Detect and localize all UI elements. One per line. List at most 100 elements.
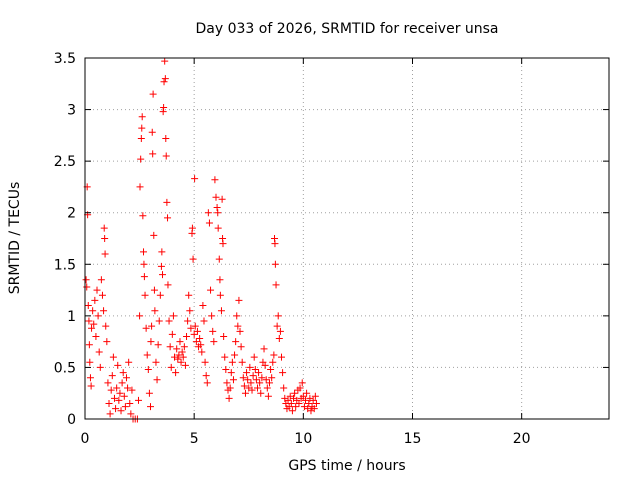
data-point xyxy=(237,343,245,351)
data-point xyxy=(212,193,220,201)
data-point xyxy=(292,403,300,411)
data-point xyxy=(137,134,145,142)
data-point xyxy=(296,384,304,392)
data-point xyxy=(279,369,287,377)
data-point xyxy=(180,343,188,351)
data-point xyxy=(185,291,193,299)
data-point xyxy=(153,376,161,384)
chart-title: Day 033 of 2026, SRMTID for receiver uns… xyxy=(195,21,498,37)
data-point xyxy=(303,389,311,397)
data-point xyxy=(150,286,158,294)
data-point xyxy=(161,75,169,83)
data-point xyxy=(190,330,198,338)
y-tick-label: 0.5 xyxy=(54,360,76,376)
data-point xyxy=(100,307,108,315)
data-point xyxy=(264,392,272,400)
data-point xyxy=(105,400,113,408)
data-point xyxy=(193,327,201,335)
data-point xyxy=(149,90,157,98)
data-point xyxy=(127,410,135,418)
data-point xyxy=(176,338,184,346)
data-point xyxy=(118,379,126,387)
data-point xyxy=(136,183,144,191)
data-point xyxy=(310,405,318,413)
data-point xyxy=(128,386,136,394)
data-point xyxy=(278,353,285,361)
plot-frame xyxy=(84,57,610,420)
data-point xyxy=(269,358,277,366)
data-point xyxy=(257,389,265,397)
data-point xyxy=(174,355,182,363)
data-point xyxy=(169,312,177,320)
data-point xyxy=(141,291,149,299)
x-tick-label: 20 xyxy=(513,431,531,447)
data-point xyxy=(152,358,160,366)
data-point xyxy=(252,376,260,384)
data-point xyxy=(114,361,122,369)
data-point xyxy=(201,358,209,366)
data-point xyxy=(256,379,264,387)
x-tick-label: 10 xyxy=(294,431,312,447)
data-point xyxy=(100,224,108,232)
data-point xyxy=(236,327,244,335)
data-point xyxy=(136,312,144,320)
data-point xyxy=(160,78,168,86)
data-point xyxy=(86,358,94,366)
data-point xyxy=(262,376,270,384)
data-point xyxy=(103,338,111,346)
data-point xyxy=(217,307,225,315)
data-point xyxy=(295,400,303,408)
data-point xyxy=(250,353,258,361)
data-point xyxy=(84,302,92,310)
data-point xyxy=(228,358,236,366)
data-point xyxy=(284,396,292,404)
data-point xyxy=(161,57,169,65)
data-point xyxy=(158,248,166,256)
data-point xyxy=(167,363,175,371)
data-point xyxy=(98,291,106,299)
data-point xyxy=(268,374,276,382)
data-point xyxy=(232,338,240,346)
data-point xyxy=(165,317,173,325)
data-point xyxy=(116,389,124,397)
data-point xyxy=(178,348,186,356)
data-point xyxy=(265,379,273,387)
data-point xyxy=(83,283,91,291)
data-point xyxy=(159,271,167,279)
data-point xyxy=(203,379,211,387)
data-point xyxy=(215,255,223,263)
data-point xyxy=(246,363,254,371)
data-point xyxy=(175,351,183,359)
data-point xyxy=(229,376,237,384)
data-point xyxy=(95,348,103,356)
data-point xyxy=(261,361,269,369)
data-points xyxy=(82,57,320,423)
data-point xyxy=(220,332,228,340)
data-point xyxy=(148,322,156,330)
data-point xyxy=(248,386,256,394)
data-point xyxy=(137,155,145,163)
data-point xyxy=(273,322,281,330)
data-point xyxy=(88,324,96,332)
data-point xyxy=(198,348,206,356)
data-point xyxy=(186,307,194,315)
x-tick-label: 0 xyxy=(81,431,90,447)
data-point xyxy=(202,372,210,380)
data-point xyxy=(235,296,243,304)
data-point xyxy=(144,365,152,373)
data-point xyxy=(263,384,271,392)
data-point xyxy=(160,104,168,112)
data-point xyxy=(271,260,279,268)
data-point xyxy=(101,250,109,258)
data-point xyxy=(221,353,229,361)
data-point xyxy=(172,369,180,377)
data-point xyxy=(291,389,299,397)
data-point xyxy=(191,322,199,330)
data-point xyxy=(199,302,207,310)
data-point xyxy=(183,332,191,340)
data-point xyxy=(204,209,212,217)
data-point xyxy=(163,198,171,206)
data-point xyxy=(138,124,146,132)
data-point xyxy=(166,343,174,351)
data-point xyxy=(85,317,93,325)
